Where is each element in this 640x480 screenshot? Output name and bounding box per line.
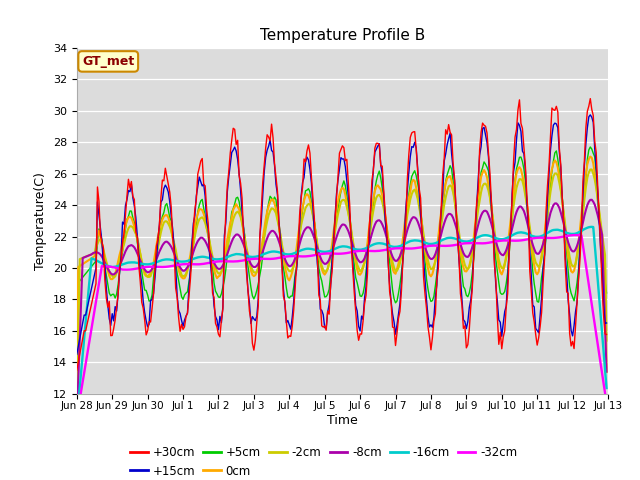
X-axis label: Time: Time bbox=[327, 414, 358, 427]
Legend: +30cm, +15cm, +5cm, 0cm, -2cm, -8cm, -16cm, -32cm: +30cm, +15cm, +5cm, 0cm, -2cm, -8cm, -16… bbox=[125, 441, 522, 480]
Y-axis label: Temperature(C): Temperature(C) bbox=[35, 172, 47, 270]
Text: GT_met: GT_met bbox=[82, 55, 134, 68]
Title: Temperature Profile B: Temperature Profile B bbox=[260, 28, 425, 43]
